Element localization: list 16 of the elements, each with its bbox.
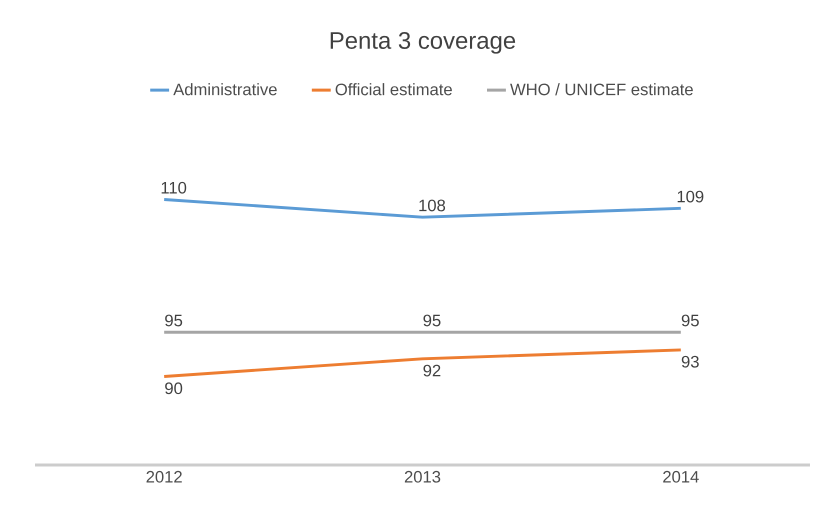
data-label: 95 [423, 314, 440, 326]
data-label: 108 [419, 200, 446, 212]
data-label: 92 [423, 364, 440, 376]
legend-label: Administrative [173, 83, 277, 96]
x-tick-label: 2013 [404, 470, 440, 483]
data-label: 90 [165, 382, 182, 394]
data-label: 95 [682, 314, 699, 326]
data-label: 109 [678, 190, 704, 202]
data-label: 93 [682, 356, 699, 368]
data-label: 110 [162, 182, 186, 194]
legend-label: WHO / UNICEF estimate [510, 83, 693, 96]
chart-title: Penta 3 coverage [330, 32, 516, 54]
legend-label: Official estimate [336, 83, 452, 96]
x-tick-label: 2014 [663, 470, 699, 483]
x-tick-label: 2012 [146, 470, 182, 483]
data-label: 95 [165, 314, 182, 326]
